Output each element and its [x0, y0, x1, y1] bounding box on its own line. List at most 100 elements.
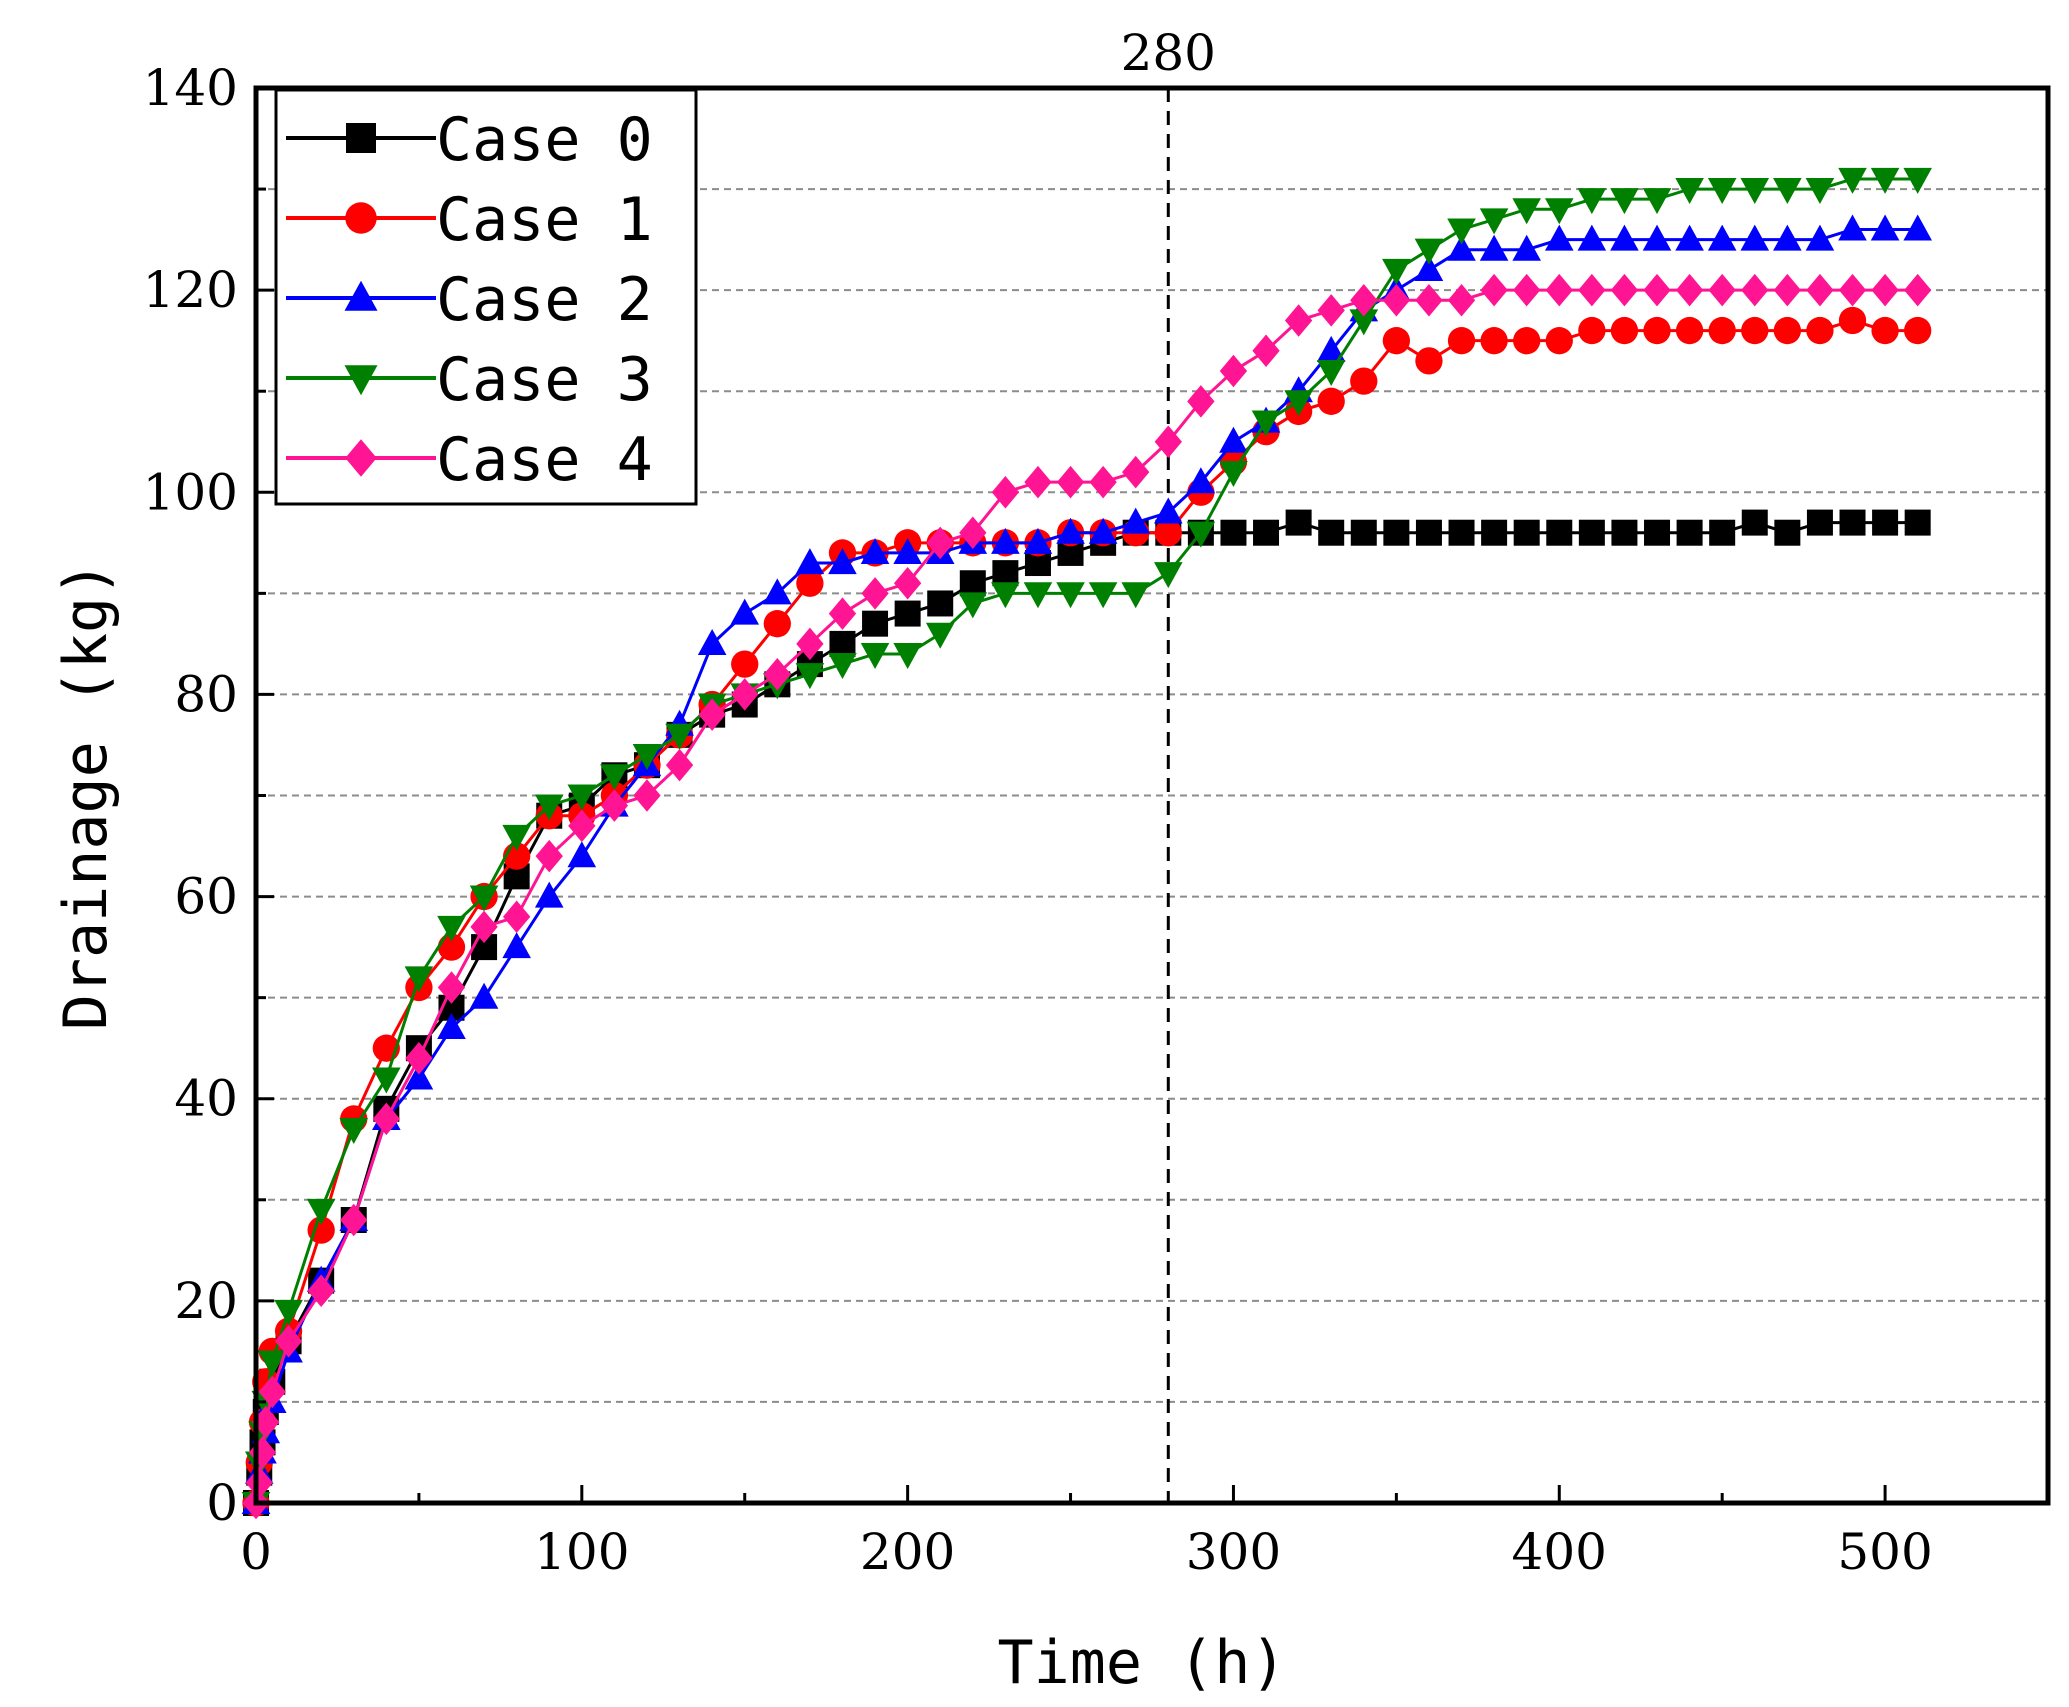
legend-entry-case-3: Case 3 — [286, 345, 653, 415]
data-point — [1643, 273, 1671, 307]
data-point — [1578, 316, 1606, 345]
legend-entry-case-2: Case 2 — [286, 265, 653, 335]
legend-entry-case-1: Case 1 — [286, 185, 653, 255]
data-point — [1904, 316, 1932, 345]
annotation-layer: 280 — [1121, 24, 1216, 1503]
data-point — [697, 628, 727, 655]
data-point — [828, 597, 857, 630]
legend-marker — [345, 439, 377, 477]
data-point — [731, 650, 759, 678]
data-point — [1153, 562, 1183, 589]
data-point — [1740, 178, 1770, 205]
data-point — [274, 1299, 303, 1326]
data-point — [862, 610, 889, 637]
data-point — [1479, 208, 1509, 235]
legend-label: Case 0 — [436, 105, 653, 175]
data-point — [1318, 519, 1345, 546]
data-point — [763, 657, 791, 691]
data-point — [437, 1013, 466, 1040]
series-layer — [241, 167, 1932, 1520]
data-point — [245, 1466, 273, 1500]
data-point — [1643, 316, 1671, 345]
data-point — [1545, 273, 1573, 307]
x-axis-title: Time (h) — [998, 1628, 1287, 1698]
data-point — [893, 642, 922, 669]
data-point — [1872, 509, 1899, 536]
data-point — [1121, 507, 1151, 534]
data-point — [1870, 214, 1900, 241]
data-point — [1546, 519, 1573, 546]
data-point — [1350, 519, 1377, 546]
legend-entry-case-4: Case 4 — [286, 425, 653, 495]
data-point — [1480, 327, 1508, 355]
data-point — [372, 1067, 401, 1094]
data-point — [1805, 178, 1835, 205]
data-point — [1773, 316, 1801, 345]
data-point — [1316, 359, 1346, 386]
data-point — [1154, 519, 1182, 547]
data-point — [1447, 234, 1476, 261]
data-point — [894, 600, 921, 627]
data-point — [1414, 238, 1444, 265]
data-point — [925, 622, 955, 649]
data-point — [307, 1274, 335, 1307]
data-point — [1838, 214, 1867, 241]
data-point — [1871, 316, 1899, 345]
annotation-label: 280 — [1121, 24, 1216, 82]
data-point — [1284, 304, 1313, 337]
data-point — [1122, 455, 1150, 489]
data-point — [1578, 273, 1606, 307]
data-point — [796, 627, 824, 661]
data-point — [502, 932, 531, 959]
data-point — [1871, 273, 1899, 307]
data-point — [1219, 354, 1248, 388]
data-point — [731, 678, 759, 711]
data-point — [1577, 224, 1607, 251]
data-point — [1741, 509, 1768, 536]
data-point — [339, 1117, 369, 1144]
data-point — [1741, 316, 1769, 345]
data-point — [959, 570, 986, 597]
data-point — [257, 1350, 287, 1377]
data-point — [1675, 224, 1704, 251]
data-point — [893, 567, 922, 600]
x-tick-label: 500 — [1837, 1523, 1932, 1581]
data-point — [665, 723, 694, 750]
data-point — [1642, 224, 1672, 251]
y-tick-label: 120 — [143, 261, 238, 319]
data-point — [1316, 335, 1346, 362]
legend-marker — [344, 365, 378, 396]
data-point — [404, 966, 434, 993]
legend-marker — [346, 123, 376, 153]
data-point — [1903, 167, 1932, 194]
data-point — [274, 1325, 303, 1358]
data-point — [1839, 509, 1866, 536]
data-point — [1415, 347, 1443, 375]
data-point — [926, 526, 954, 560]
data-point — [1806, 509, 1833, 536]
data-point — [959, 516, 987, 549]
data-point — [1708, 273, 1736, 307]
data-point — [893, 537, 922, 564]
data-point — [404, 1063, 434, 1090]
data-point — [1774, 519, 1801, 546]
data-point — [795, 548, 825, 575]
data-point — [795, 663, 825, 690]
data-point — [991, 582, 1020, 609]
data-point — [1903, 214, 1932, 241]
data-point — [1251, 410, 1281, 437]
data-point — [1382, 284, 1411, 317]
data-point — [829, 630, 856, 657]
series-case-4 — [242, 273, 1932, 1520]
x-tick-label: 200 — [860, 1523, 955, 1581]
data-point — [861, 577, 889, 610]
y-tick-label: 40 — [174, 1070, 238, 1128]
data-point — [503, 900, 531, 934]
data-point — [1447, 218, 1476, 245]
y-tick-label: 140 — [143, 59, 238, 117]
data-point — [1610, 188, 1639, 215]
legend-label: Case 1 — [436, 185, 653, 255]
data-point — [1088, 517, 1118, 544]
data-point — [567, 841, 597, 868]
